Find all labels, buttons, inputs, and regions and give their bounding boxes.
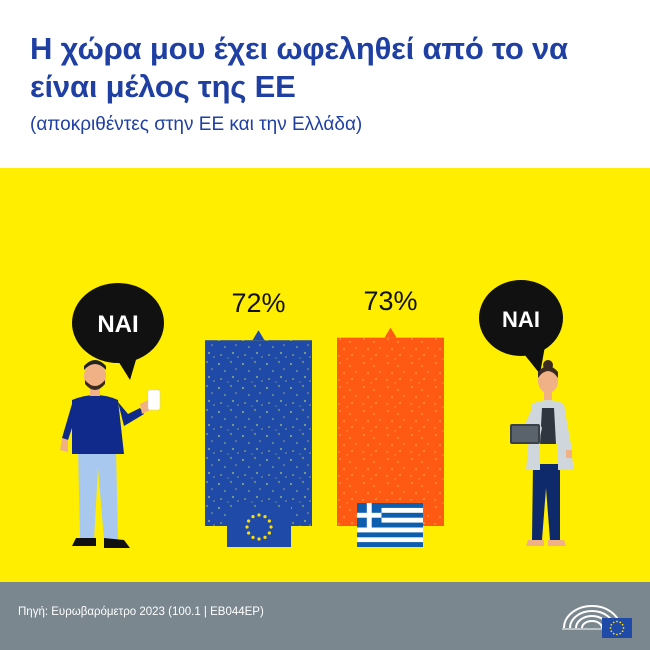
- page-subtitle: (αποκριθέντες στην ΕΕ και την Ελλάδα): [30, 114, 363, 135]
- man-illustration: [60, 360, 161, 548]
- speech-bubble-right: ΝΑΙ: [479, 280, 563, 374]
- greece-flag-icon: [357, 503, 423, 547]
- bar-value-label-greece: 73%: [363, 285, 418, 316]
- bar-greece: [337, 337, 444, 526]
- woman-illustration: [510, 360, 574, 546]
- source-note: Πηγή: Ευρωβαρόμετρο 2023 (100.1 | EB044E…: [18, 606, 264, 618]
- bar-greece-pointer: [384, 327, 397, 338]
- bar-eu-pointer: [252, 330, 265, 341]
- header: Η χώρα μου έχει ωφεληθεί από το να είναι…: [0, 0, 650, 168]
- speech-bubble-left: ΝΑΙ: [72, 283, 164, 380]
- eu-flag-icon: [227, 507, 291, 547]
- chart-svg: ΝΑΙ ΝΑΙ: [60, 280, 574, 548]
- european-parliament-logo-icon: [562, 605, 632, 638]
- bar-eu: [205, 340, 312, 526]
- bar-value-label-eu: 72%: [231, 288, 286, 319]
- footer: Πηγή: Ευρωβαρόμετρο 2023 (100.1 | EB044E…: [0, 582, 650, 650]
- bubble-right-text: ΝΑΙ: [502, 307, 540, 332]
- bubble-left-text: ΝΑΙ: [97, 311, 138, 338]
- chart-panel: ΝΑΙ ΝΑΙ: [0, 168, 650, 582]
- bars-group: [205, 327, 444, 526]
- page-title: Η χώρα μου έχει ωφεληθεί από το να είναι…: [30, 31, 568, 104]
